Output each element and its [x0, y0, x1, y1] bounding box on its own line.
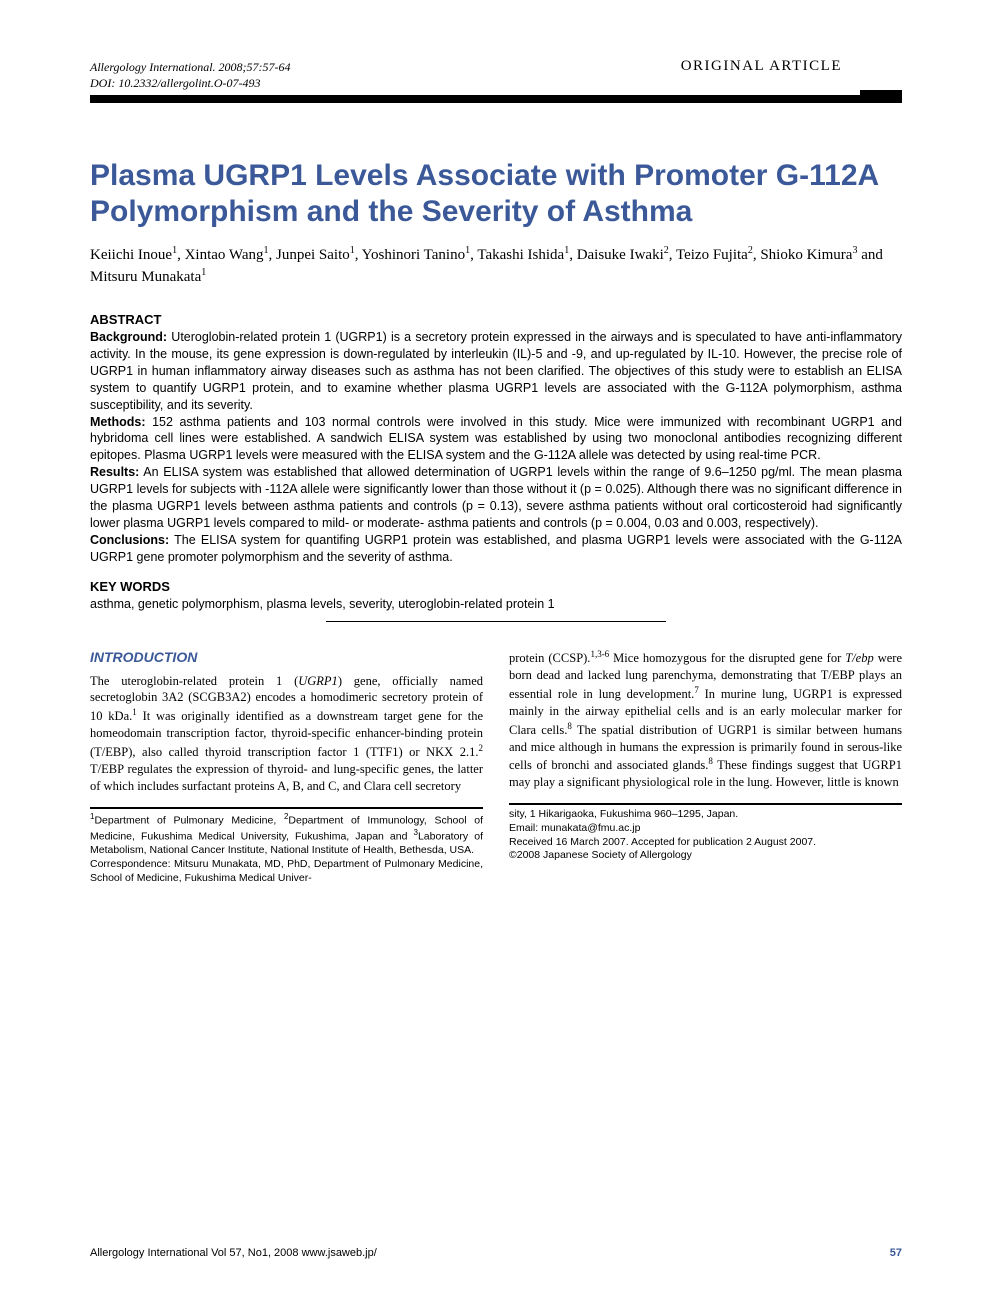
background-text: Uteroglobin-related protein 1 (UGRP1) is… [90, 330, 902, 412]
page-footer: Allergology International Vol 57, No1, 2… [90, 1247, 902, 1259]
introduction-heading: INTRODUCTION [90, 648, 483, 667]
page-header: Allergology International. 2008;57:57-64… [90, 60, 902, 103]
left-column: INTRODUCTION The uteroglobin-related pro… [90, 648, 483, 886]
results-label: Results: [90, 465, 139, 479]
header-thick-rule [90, 95, 902, 103]
right-column: protein (CCSP).1,3-6 Mice homozygous for… [509, 648, 902, 886]
affiliations-left: 1Department of Pulmonary Medicine, 2Depa… [90, 812, 483, 885]
methods-label: Methods: [90, 415, 146, 429]
introduction-text-right: protein (CCSP).1,3-6 Mice homozygous for… [509, 648, 902, 792]
journal-citation: Allergology International. 2008;57:57-64… [90, 60, 291, 91]
author-list: Keiichi Inoue1, Xintao Wang1, Junpei Sai… [90, 244, 902, 288]
doi-line: DOI: 10.2332/allergolint.O-07-493 [90, 76, 291, 92]
section-divider [326, 621, 666, 622]
background-label: Background: [90, 330, 167, 344]
abstract-results: Results: An ELISA system was established… [90, 464, 902, 532]
affiliations-right: sity, 1 Hikarigaoka, Fukushima 960–1295,… [509, 808, 902, 863]
article-type-label: ORIGINAL ARTICLE [671, 58, 852, 75]
abstract-conclusions: Conclusions: The ELISA system for quanti… [90, 532, 902, 566]
header-right-bar [860, 90, 902, 98]
page-number: 57 [890, 1247, 902, 1259]
article-title: Plasma UGRP1 Levels Associate with Promo… [90, 158, 902, 230]
affiliations-rule-left [90, 807, 483, 809]
abstract-background: Background: Uteroglobin-related protein … [90, 329, 902, 413]
conclusions-label: Conclusions: [90, 533, 169, 547]
abstract-heading: ABSTRACT [90, 312, 902, 327]
keywords-text: asthma, genetic polymorphism, plasma lev… [90, 596, 902, 612]
abstract-methods: Methods: 152 asthma patients and 103 nor… [90, 414, 902, 465]
abstract-body: Background: Uteroglobin-related protein … [90, 329, 902, 565]
journal-line: Allergology International. 2008;57:57-64 [90, 60, 291, 76]
keywords-heading: KEY WORDS [90, 579, 902, 594]
footer-citation: Allergology International Vol 57, No1, 2… [90, 1247, 377, 1259]
affiliations-rule-right [509, 803, 902, 805]
conclusions-text: The ELISA system for quantifing UGRP1 pr… [90, 533, 902, 564]
body-columns: INTRODUCTION The uteroglobin-related pro… [90, 648, 902, 886]
introduction-text-left: The uteroglobin-related protein 1 (UGRP1… [90, 673, 483, 795]
results-text: An ELISA system was established that all… [90, 465, 902, 530]
methods-text: 152 asthma patients and 103 normal contr… [90, 415, 902, 463]
